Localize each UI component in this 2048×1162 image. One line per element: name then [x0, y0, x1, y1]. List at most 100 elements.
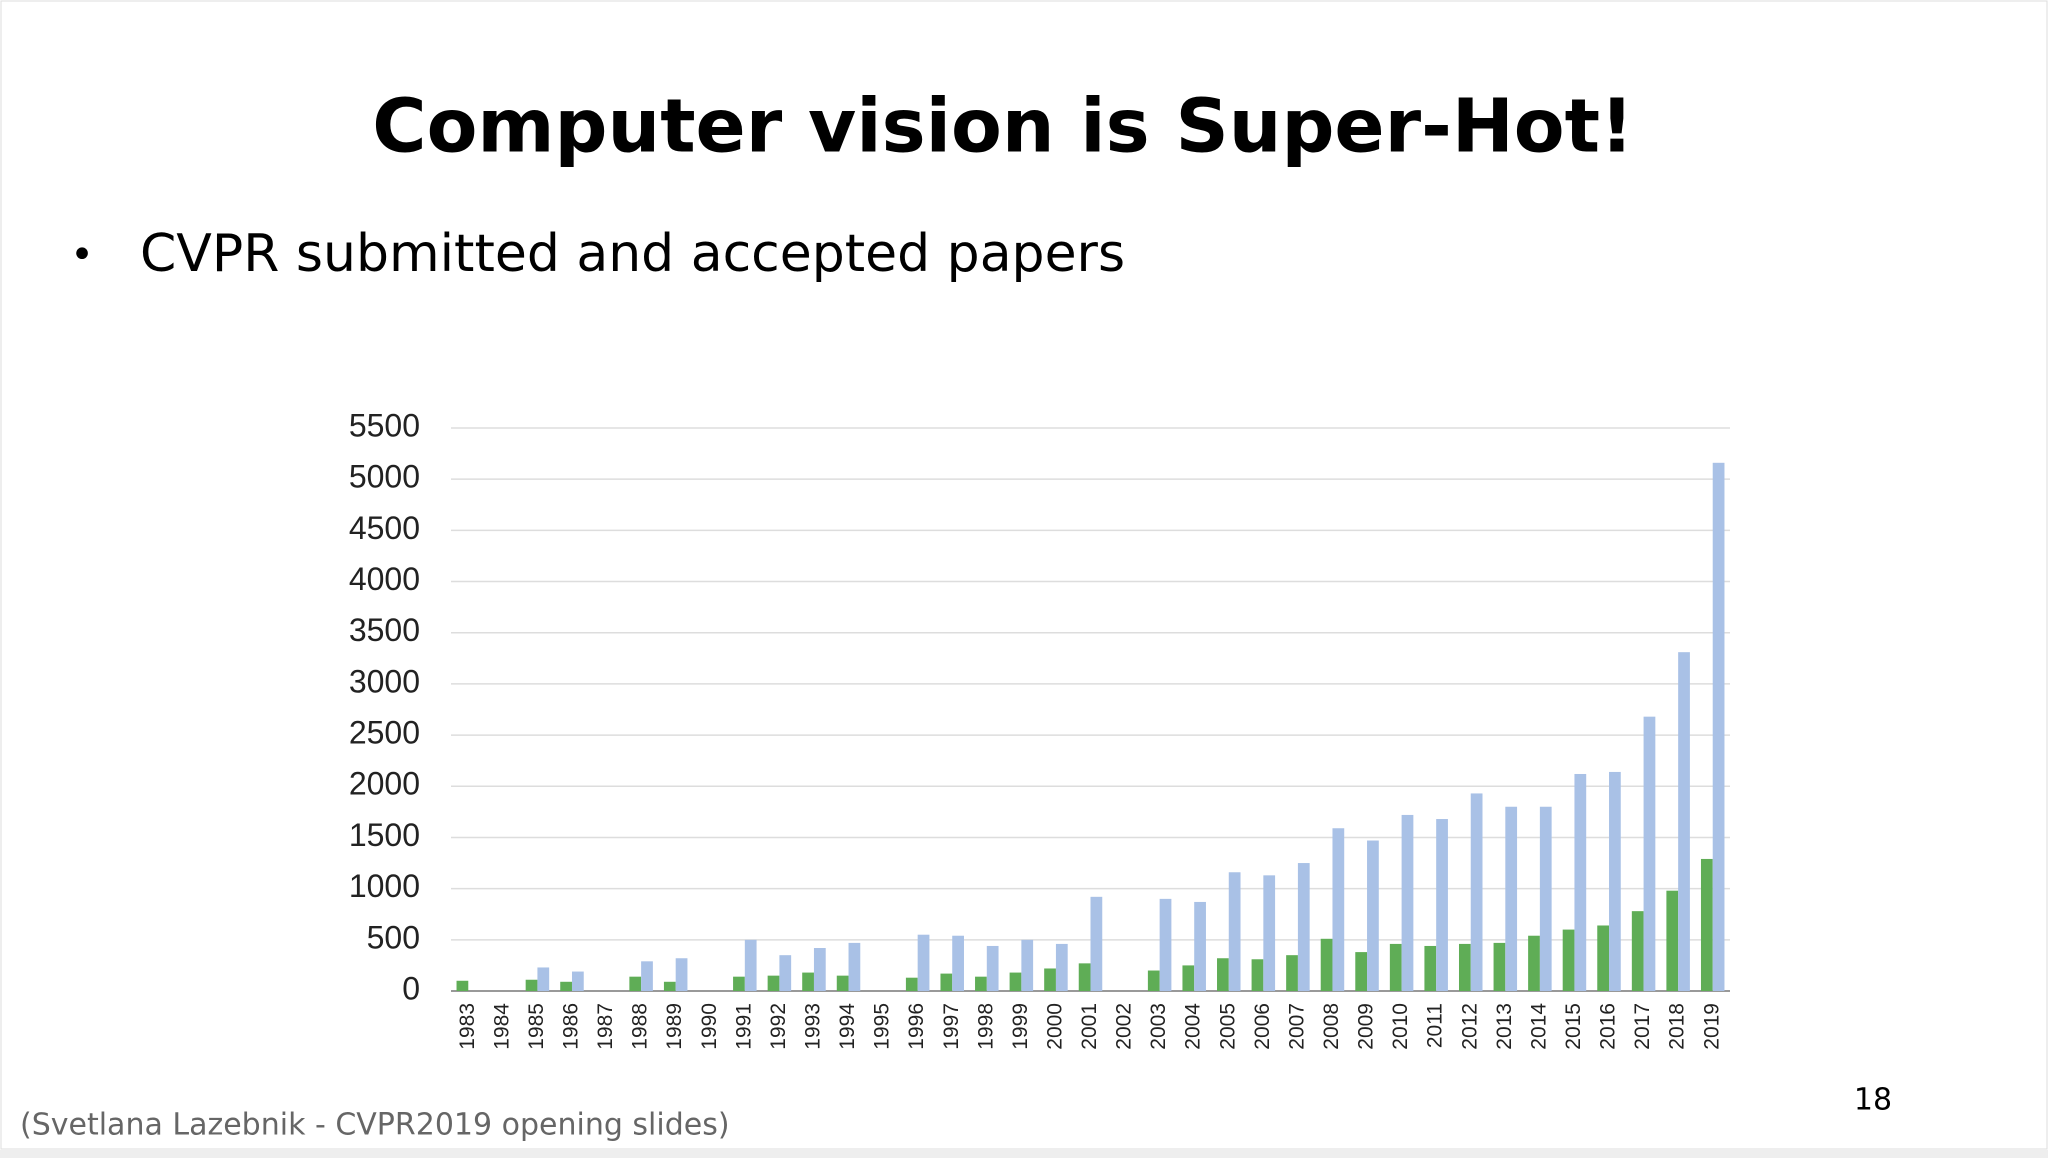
x-tick-label: 2002: [1113, 1003, 1136, 1050]
bar: [1021, 939, 1034, 991]
bar: [836, 975, 849, 991]
bar: [1251, 959, 1264, 991]
y-tick-label: 3500: [349, 612, 420, 648]
x-tick-label: 2001: [1078, 1003, 1101, 1050]
bar: [537, 967, 550, 991]
x-tick-label: 2014: [1527, 1003, 1550, 1050]
bar: [1009, 972, 1022, 991]
x-tick-label: 1997: [940, 1003, 963, 1050]
bar: [1147, 970, 1160, 991]
bar: [1263, 875, 1276, 991]
bar: [1389, 943, 1402, 991]
x-tick-label: 1992: [767, 1003, 790, 1050]
y-tick-label: 0: [402, 970, 420, 1006]
bar: [779, 955, 792, 991]
x-tick-label: 1984: [490, 1003, 513, 1050]
x-tick-label: 2017: [1631, 1003, 1654, 1050]
bar: [848, 942, 861, 991]
x-tick-label: 1999: [1009, 1003, 1032, 1050]
y-tick-label: 1000: [349, 868, 420, 904]
x-tick-label: 2011: [1424, 1003, 1447, 1048]
x-tick-label: 1990: [698, 1003, 721, 1050]
bar: [1436, 819, 1448, 991]
y-tick-label: 2000: [349, 766, 420, 802]
x-tick-label: 2004: [1182, 1003, 1205, 1050]
y-tick-label: 5000: [349, 459, 420, 495]
x-tick-label: 2003: [1147, 1003, 1170, 1050]
chart: 0 500 1000 1500 2000 2500 3000 3500 4000 4500 5000…: [349, 407, 1730, 1050]
bar: [629, 976, 642, 991]
bullet-dot: •: [70, 232, 94, 278]
bar: [641, 961, 653, 991]
source-note: (Svetlana Lazebnik - CVPR2019 opening sl…: [20, 1108, 730, 1143]
bar: [1609, 771, 1621, 991]
x-tick-label: 1988: [629, 1003, 652, 1050]
y-tick-label: 500: [367, 919, 420, 955]
bar: [1355, 952, 1368, 991]
bar: [560, 981, 572, 991]
x-tick-label: 1994: [836, 1003, 859, 1050]
x-tick-label: 1989: [663, 1003, 686, 1050]
bar: [986, 945, 999, 991]
bar: [1044, 968, 1056, 991]
bar: [1090, 896, 1103, 991]
bar: [1643, 716, 1656, 991]
bar: [767, 975, 780, 991]
bar: [1470, 793, 1483, 991]
bar: [1424, 945, 1437, 991]
x-tick-label: 1993: [802, 1003, 825, 1050]
x-tick-label: 1983: [456, 1003, 479, 1050]
bar: [1182, 965, 1195, 991]
bar: [1700, 858, 1713, 991]
slide-title: Computer vision is Super-Hot!: [372, 84, 1633, 170]
x-tick-label: 2000: [1043, 1003, 1066, 1050]
x-tick-label: 2013: [1493, 1003, 1516, 1050]
bar: [1574, 773, 1587, 991]
x-tick-label: 1986: [560, 1003, 583, 1050]
bar: [1320, 938, 1333, 991]
bar: [905, 977, 918, 991]
y-tick-label: 4500: [349, 510, 420, 546]
y-tick-label: 2500: [349, 715, 420, 751]
x-tick-label: 2010: [1389, 1003, 1412, 1050]
bar: [1159, 898, 1172, 991]
bar: [952, 935, 964, 991]
bar: [1217, 958, 1229, 991]
x-tick-label: 1991: [732, 1003, 755, 1050]
bullet-text: CVPR submitted and accepted papers: [140, 224, 1125, 284]
x-tick-label: 2018: [1666, 1003, 1689, 1050]
x-tick-label: 1985: [525, 1003, 548, 1050]
bar: [1194, 901, 1206, 991]
bar: [1458, 943, 1471, 991]
x-tick-label: 2015: [1562, 1003, 1585, 1050]
bar: [525, 979, 538, 991]
x-tick-label: 2008: [1320, 1003, 1343, 1050]
y-tick-label: 4000: [349, 561, 420, 597]
bar: [813, 948, 826, 991]
y-tick-label: 5500: [349, 407, 420, 443]
x-tick-label: 1996: [905, 1003, 928, 1050]
bar: [1712, 462, 1725, 991]
bar: [1678, 652, 1690, 991]
bar: [1631, 911, 1644, 991]
bar: [1528, 935, 1540, 991]
bar: [1493, 942, 1506, 991]
x-tick-label: 2009: [1355, 1003, 1378, 1050]
bar: [1228, 872, 1241, 991]
y-tick-label: 1500: [349, 817, 420, 853]
bar: [1367, 840, 1379, 991]
bar: [1597, 925, 1610, 991]
bar: [940, 973, 953, 991]
x-tick-label: 1995: [871, 1003, 894, 1050]
bar: [456, 980, 469, 991]
page-number: 18: [1854, 1083, 1892, 1118]
bar: [975, 976, 987, 991]
bar: [917, 934, 930, 991]
bar: [1078, 963, 1091, 991]
x-tick-label: 2005: [1216, 1003, 1239, 1050]
bar: [1401, 814, 1414, 991]
bar: [1332, 828, 1345, 991]
x-tick-label: 2007: [1285, 1003, 1308, 1050]
